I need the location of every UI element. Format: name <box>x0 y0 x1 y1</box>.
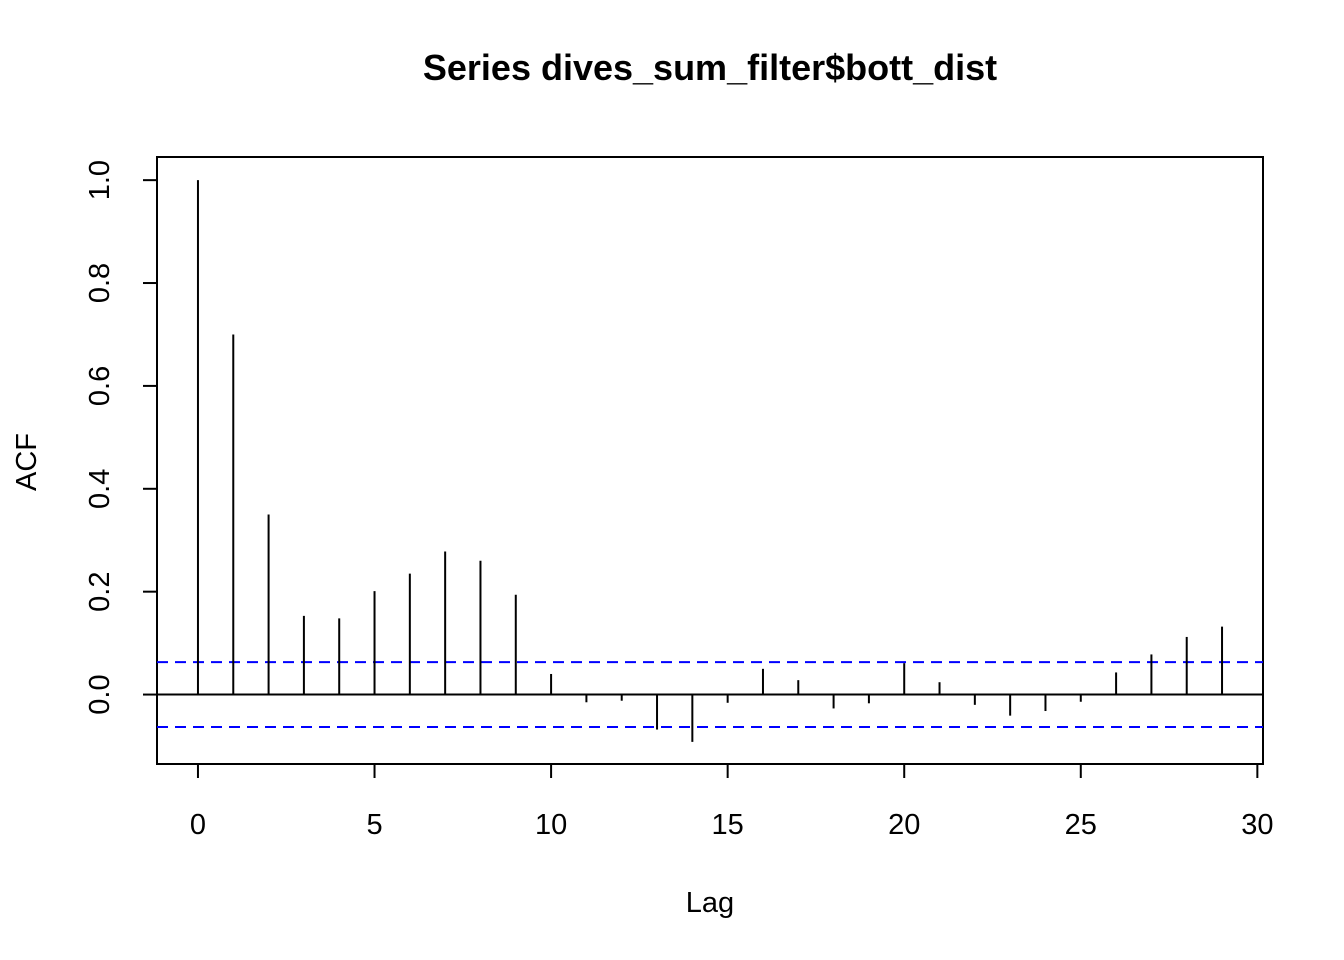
y-axis-label: ACF <box>11 433 43 491</box>
plot-frame <box>156 156 1264 765</box>
y-tick-label: 1.0 <box>84 160 116 200</box>
y-tick-label: 0.8 <box>84 263 116 303</box>
confidence-bounds <box>157 661 1263 728</box>
x-tick-label: 30 <box>1241 809 1273 841</box>
x-tick-label: 10 <box>535 809 567 841</box>
y-tick-label: 0.0 <box>84 674 116 714</box>
y-tick-label: 0.4 <box>84 469 116 509</box>
x-tick-label: 0 <box>190 809 206 841</box>
y-tick-label: 0.6 <box>84 366 116 406</box>
acf-bars <box>196 180 1224 742</box>
x-axis-label: Lag <box>686 887 734 919</box>
x-tick-label: 15 <box>712 809 744 841</box>
x-tick-label: 25 <box>1065 809 1097 841</box>
y-tick-label: 0.2 <box>84 572 116 612</box>
x-axis: 0 5 10 15 20 25 30 <box>190 763 1273 841</box>
x-tick-label: 5 <box>366 809 382 841</box>
x-tick-label: 20 <box>888 809 920 841</box>
y-axis: 0.0 0.2 0.4 0.6 0.8 1.0 <box>84 160 158 715</box>
chart-title: Series dives_sum_filter$bott_dist <box>423 47 997 88</box>
